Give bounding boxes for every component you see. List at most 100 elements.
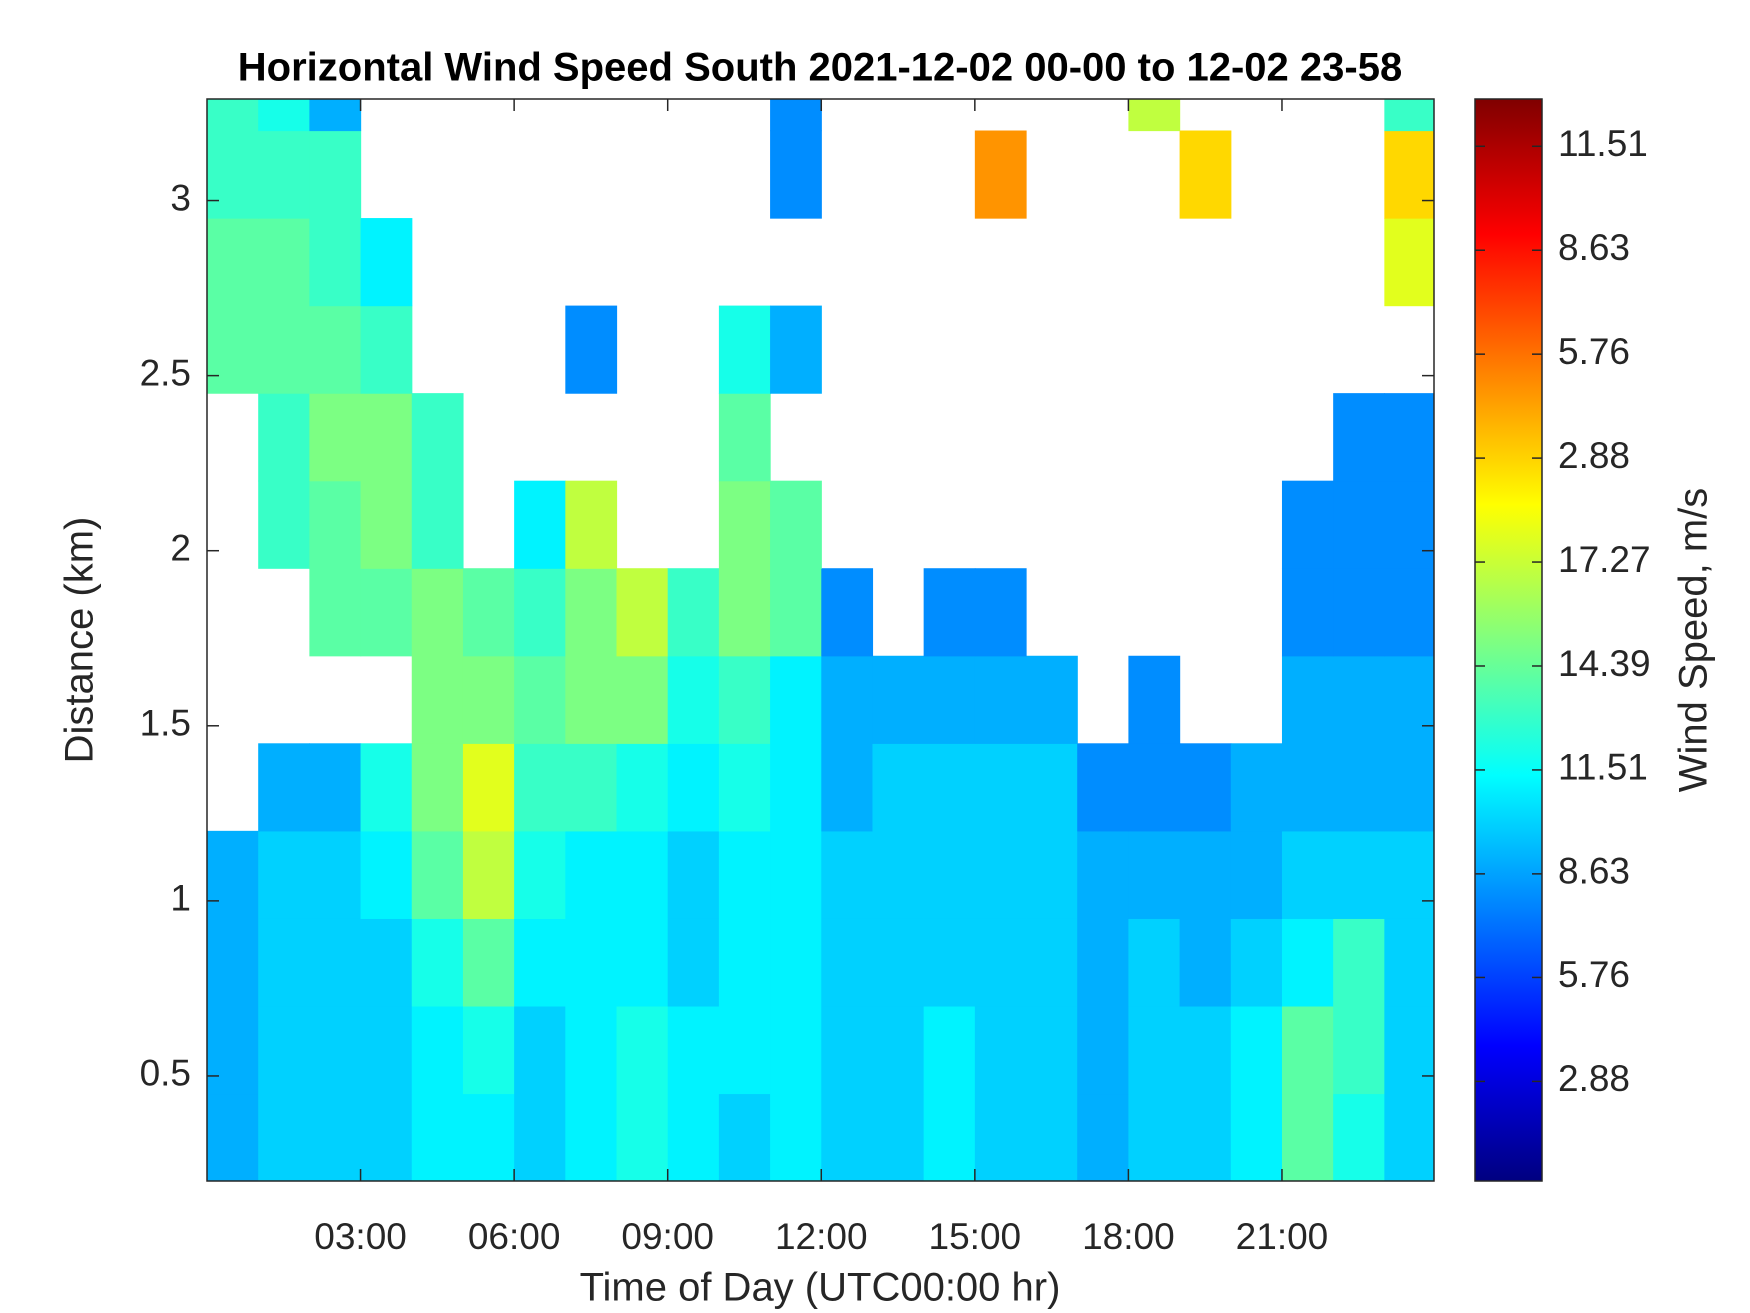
heat-cell bbox=[923, 1093, 976, 1181]
heat-cell bbox=[1333, 393, 1385, 482]
heat-cell bbox=[1128, 830, 1181, 919]
heat-cell bbox=[923, 743, 976, 832]
heat-cell bbox=[718, 830, 771, 919]
heat-cell bbox=[770, 655, 822, 744]
heat-cell bbox=[1026, 655, 1078, 744]
heat-cell bbox=[1179, 130, 1232, 219]
heat-cell bbox=[821, 743, 874, 832]
heat-cell bbox=[872, 1005, 925, 1095]
heat-cell bbox=[667, 1093, 720, 1181]
heat-cell bbox=[974, 568, 1027, 657]
heat-cell bbox=[258, 743, 310, 832]
heat-cell bbox=[462, 743, 515, 832]
heat-cell bbox=[258, 1005, 310, 1095]
heat-cell bbox=[667, 1005, 720, 1095]
heat-cell bbox=[360, 393, 413, 482]
heat-cell bbox=[360, 743, 413, 832]
y-axis-label: Distance (km) bbox=[58, 517, 102, 764]
y-tick-label: 2 bbox=[170, 527, 191, 568]
heat-cell bbox=[974, 655, 1027, 744]
heat-cell bbox=[1333, 1093, 1385, 1181]
heat-cell bbox=[923, 1005, 976, 1095]
heat-cell bbox=[1384, 480, 1434, 569]
heat-cell bbox=[974, 1093, 1027, 1181]
heat-cell bbox=[1384, 568, 1434, 657]
heat-cell bbox=[207, 218, 259, 307]
heat-cell bbox=[821, 655, 874, 744]
heat-cell bbox=[872, 655, 925, 744]
heat-cell bbox=[309, 99, 362, 132]
heat-cell bbox=[411, 830, 464, 919]
heat-cell bbox=[514, 1005, 566, 1095]
heat-cell bbox=[1230, 1005, 1283, 1095]
heat-cell bbox=[462, 568, 515, 657]
x-tick-label: 15:00 bbox=[929, 1216, 1022, 1257]
heat-cell bbox=[565, 480, 618, 569]
heat-cell bbox=[616, 918, 669, 1007]
heat-cell bbox=[462, 655, 515, 744]
heat-cell bbox=[974, 130, 1027, 219]
heat-cell bbox=[514, 655, 566, 744]
heat-cell bbox=[1230, 1093, 1283, 1181]
heat-cell bbox=[207, 918, 259, 1007]
heat-cell bbox=[360, 918, 413, 1007]
heat-cell bbox=[667, 743, 720, 832]
heat-cell bbox=[411, 743, 464, 832]
heat-cell bbox=[872, 830, 925, 919]
heat-cell bbox=[360, 830, 413, 919]
heat-cell bbox=[309, 1093, 362, 1181]
heat-cell bbox=[667, 918, 720, 1007]
heat-cell bbox=[718, 743, 771, 832]
heat-cell bbox=[718, 655, 771, 744]
heat-cell bbox=[770, 480, 822, 569]
heat-cell bbox=[411, 393, 464, 482]
heat-cell bbox=[258, 99, 310, 132]
heat-cell bbox=[821, 1005, 874, 1095]
heat-cell bbox=[1179, 743, 1232, 832]
heat-cell bbox=[770, 568, 822, 657]
heat-cell bbox=[821, 918, 874, 1007]
heat-cell bbox=[1026, 918, 1078, 1007]
heat-cell bbox=[1077, 830, 1130, 919]
heat-cell bbox=[974, 1005, 1027, 1095]
heat-cell bbox=[923, 655, 976, 744]
heat-cell bbox=[207, 830, 259, 919]
colorbar bbox=[1474, 98, 1543, 1182]
heat-cell bbox=[1281, 1005, 1334, 1095]
heat-cell bbox=[923, 830, 976, 919]
heat-cell bbox=[565, 743, 618, 832]
heat-cell bbox=[667, 830, 720, 919]
heat-cell bbox=[565, 918, 618, 1007]
heat-cell bbox=[1077, 743, 1130, 832]
heat-cell bbox=[1077, 1093, 1130, 1181]
heat-cell bbox=[821, 568, 874, 657]
heat-cell bbox=[1281, 1093, 1334, 1181]
heat-cell bbox=[462, 918, 515, 1007]
heat-cell bbox=[1026, 1005, 1078, 1095]
heat-cell bbox=[923, 568, 976, 657]
heat-cell bbox=[360, 480, 413, 569]
heat-cell bbox=[462, 1005, 515, 1095]
x-tick-label: 21:00 bbox=[1236, 1216, 1329, 1257]
heat-cell bbox=[1128, 1005, 1181, 1095]
y-tick-label: 2.5 bbox=[140, 352, 191, 393]
heat-cell bbox=[770, 743, 822, 832]
heat-cell bbox=[565, 568, 618, 657]
heat-cell bbox=[360, 218, 413, 307]
heat-cell bbox=[1281, 568, 1334, 657]
heat-cell bbox=[309, 393, 362, 482]
colorbar-tick-label: 11.51 bbox=[1558, 123, 1648, 164]
heat-cell bbox=[258, 218, 310, 307]
heat-cell bbox=[360, 1093, 413, 1181]
heat-cell bbox=[258, 393, 310, 482]
x-tick-label: 09:00 bbox=[621, 1216, 714, 1257]
heat-cell bbox=[1333, 568, 1385, 657]
heat-cell bbox=[616, 830, 669, 919]
heat-cell bbox=[309, 830, 362, 919]
heat-cell bbox=[1230, 918, 1283, 1007]
heat-cell bbox=[565, 1005, 618, 1095]
heat-cell bbox=[1281, 830, 1334, 919]
x-tick-label: 12:00 bbox=[775, 1216, 868, 1257]
y-tick-label: 1 bbox=[170, 878, 191, 919]
